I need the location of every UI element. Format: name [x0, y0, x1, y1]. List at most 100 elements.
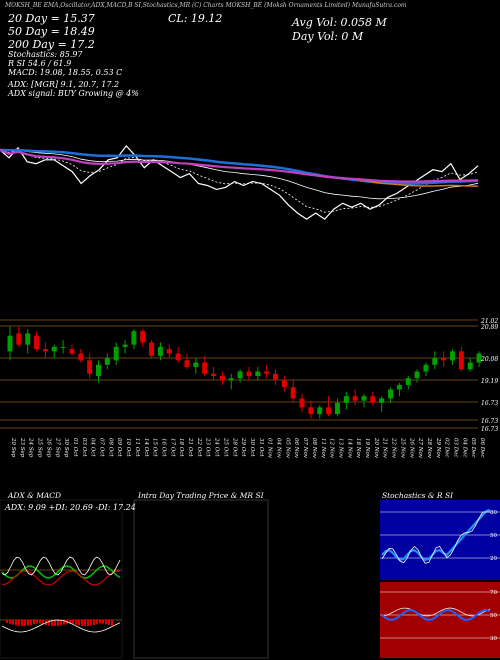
- price-line: [0, 144, 479, 220]
- rsi-label: R SI 54.6 / 61.9: [8, 59, 72, 68]
- candle-body: [34, 335, 40, 350]
- rsi-line: [381, 608, 491, 622]
- candle-body: [149, 342, 155, 356]
- ema-dotted-line: [0, 149, 479, 213]
- candle-body: [140, 331, 146, 343]
- macd-histogram-bar: [6, 620, 8, 623]
- candle-body: [96, 364, 101, 376]
- date-label: 08 Oct: [107, 438, 113, 457]
- stoch-d-line: [381, 511, 490, 564]
- date-label: 26 Sep: [45, 437, 51, 458]
- macd-histogram-bar: [90, 620, 92, 626]
- candle-body: [237, 371, 243, 379]
- rsi-panel: [380, 582, 500, 658]
- macd-histogram-bar: [78, 620, 80, 626]
- macd-histogram-bar: [9, 620, 11, 624]
- macd-histogram-bar: [108, 620, 110, 626]
- candle-body: [370, 396, 376, 403]
- candle-body: [104, 358, 110, 365]
- candle-body: [414, 371, 420, 379]
- macd-histogram-bar: [18, 620, 20, 626]
- close-label: CL: 19.12: [168, 12, 223, 25]
- candle-body: [211, 373, 217, 376]
- price-level-label: 20.08: [480, 356, 498, 363]
- candle-body: [255, 371, 261, 376]
- stoch-title: Stochastics & R SI: [382, 491, 454, 500]
- date-label: 24 Sep: [28, 437, 34, 458]
- day-vol-label: Day Vol: 0 M: [292, 30, 364, 43]
- date-label: 05 Nov: [284, 438, 290, 459]
- candle-body: [441, 358, 447, 361]
- macd-histogram-bar: [75, 620, 77, 625]
- date-label: 11 Oct: [134, 438, 140, 457]
- candle-body: [405, 378, 411, 385]
- ma20-label: 20 Day = 15.37: [8, 12, 95, 25]
- date-label: 06 Dec: [479, 438, 485, 458]
- macd-histogram-bar: [27, 620, 29, 626]
- candle-body: [7, 335, 13, 352]
- date-label: 08 Nov: [311, 438, 317, 459]
- intraday-title: Intra Day Trading Price & MR SI: [138, 491, 264, 500]
- date-label: 04 Nov: [276, 438, 282, 459]
- macd-histogram-bar: [48, 620, 50, 626]
- date-label: 27 Sep: [54, 437, 60, 458]
- candle-body: [228, 378, 234, 381]
- candle-body: [308, 407, 314, 415]
- macd-histogram-bar: [39, 620, 41, 624]
- stoch-tick: 20: [490, 556, 497, 562]
- adx-macd-title: ADX & MACD: [8, 491, 62, 500]
- rsi-tick: 50: [490, 613, 497, 619]
- candle-body: [273, 373, 278, 381]
- date-label: 02 Dec: [444, 438, 450, 458]
- candle-body: [458, 351, 464, 370]
- candle-body: [175, 353, 181, 361]
- candle-body: [467, 362, 473, 370]
- date-label: 05 Dec: [470, 438, 476, 458]
- candle-body: [60, 346, 66, 348]
- date-label: 04 Dec: [461, 438, 467, 458]
- stoch-tick: 80: [490, 510, 497, 516]
- adx-label: ADX: [MGR] 9.1, 20.7, 17.2: [8, 80, 120, 89]
- candle-body: [69, 349, 75, 354]
- macd-histogram-bar: [21, 620, 23, 626]
- macd-histogram-bar: [15, 620, 17, 626]
- date-label: 07 Nov: [302, 438, 308, 459]
- date-label: 31 Oct: [258, 438, 264, 457]
- date-label: 14 Oct: [143, 438, 149, 457]
- date-label: 06 Nov: [293, 438, 299, 459]
- candle-body: [423, 364, 429, 372]
- date-label: 26 Nov: [408, 437, 414, 459]
- candle-body: [264, 371, 270, 374]
- stoch-k-line: [381, 508, 491, 562]
- candle-body: [388, 389, 394, 399]
- candle-body: [113, 346, 119, 361]
- stoch-tick: 50: [490, 533, 497, 539]
- date-label: 25 Nov: [399, 437, 405, 459]
- candle-body: [51, 346, 57, 352]
- candle-body: [166, 349, 172, 354]
- date-label: 17 Oct: [169, 438, 175, 457]
- candle-body: [476, 353, 482, 363]
- date-label: 29 Oct: [240, 437, 246, 457]
- avg-vol-label: Avg Vol: 0.058 M: [292, 16, 387, 29]
- candle-body: [87, 360, 93, 374]
- macd-histogram-bar: [111, 620, 113, 626]
- macd-histogram-bar: [72, 620, 74, 624]
- candle-body: [317, 407, 323, 415]
- moving-average-lines: [0, 144, 479, 220]
- date-label: 23 Sep: [19, 437, 25, 458]
- date-label: 09 Oct: [116, 438, 122, 457]
- date-label: 28 Nov: [426, 437, 432, 459]
- macd-histogram-bar: [12, 620, 14, 625]
- macd-histogram-bar: [36, 620, 38, 624]
- mrsi-line: [381, 607, 491, 617]
- stoch-panel: [380, 500, 500, 580]
- date-label: 22 Nov: [391, 437, 397, 459]
- macd-histogram-bar: [102, 620, 104, 624]
- date-label: 27 Nov: [417, 437, 423, 459]
- date-label: 03 Dec: [453, 438, 459, 458]
- date-label: 19 Nov: [364, 438, 370, 459]
- candle-body: [334, 402, 340, 415]
- candle-body: [361, 396, 367, 401]
